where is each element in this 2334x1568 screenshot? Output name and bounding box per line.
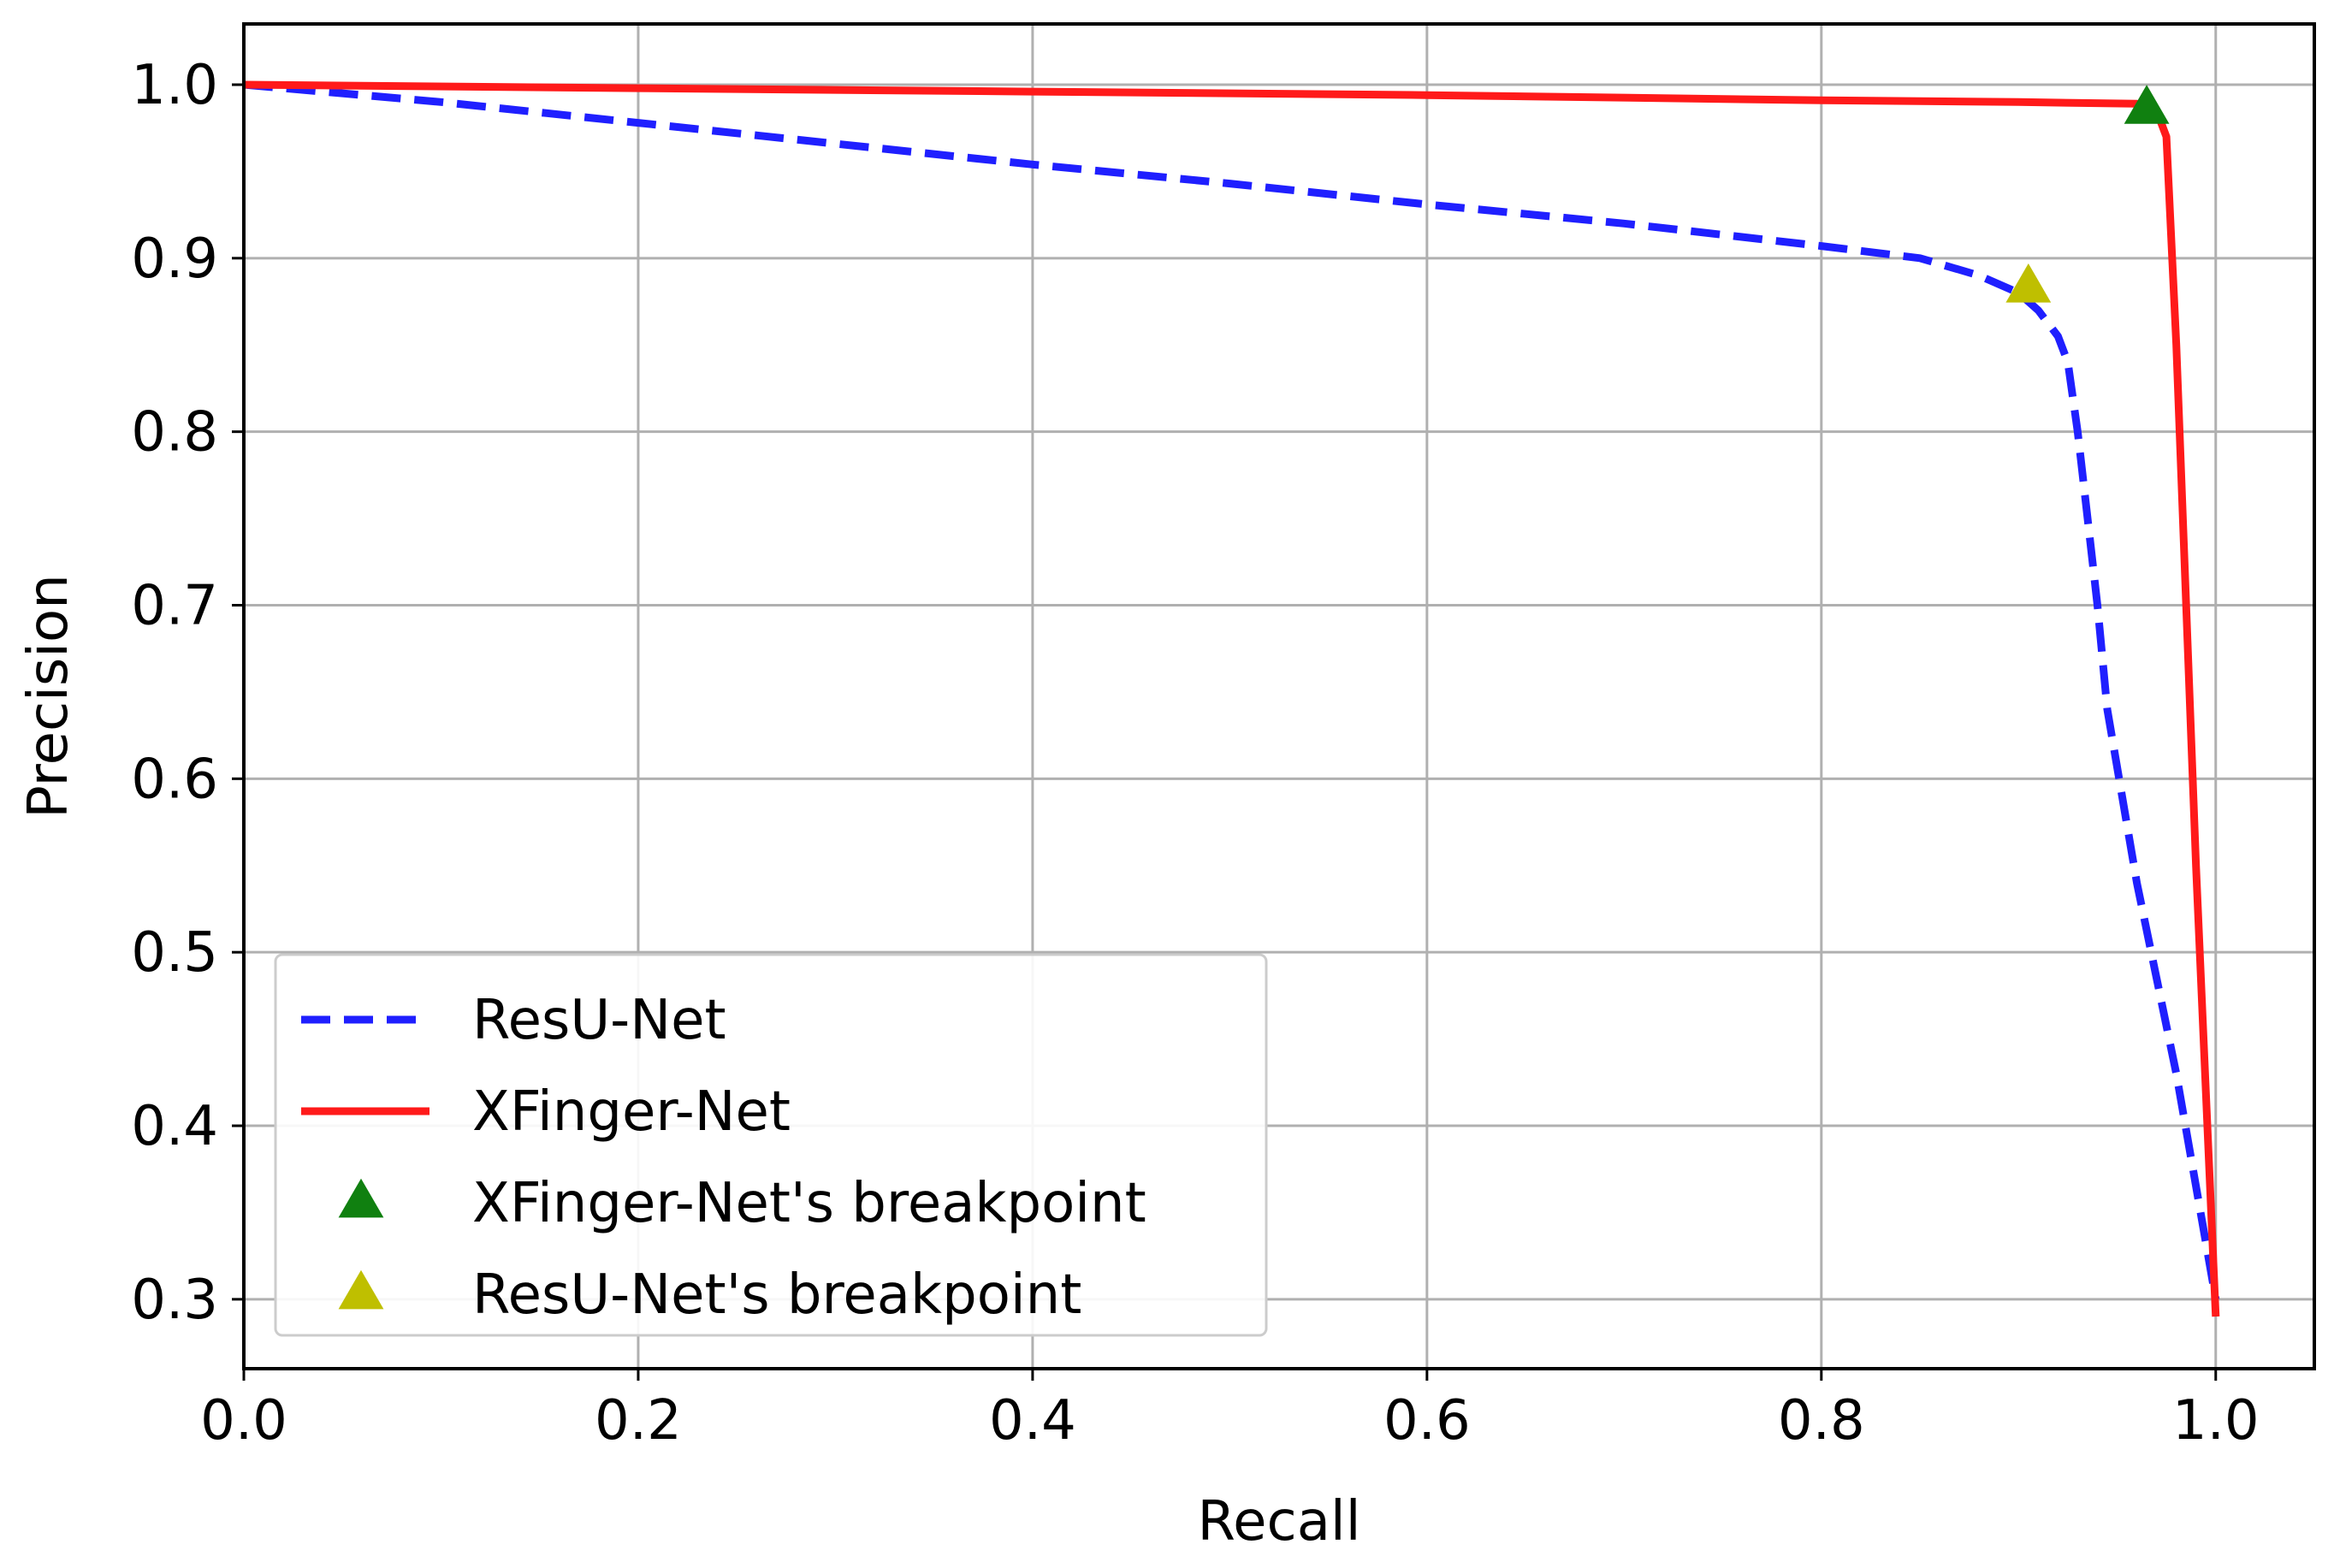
legend-label-resu-net-s-breakpoint: ResU-Net's breakpoint: [472, 1263, 1081, 1327]
y-axis-label: Precision: [17, 574, 80, 819]
grid-lines: [242, 24, 2314, 1369]
x-axis-label: Recall: [1198, 1490, 1361, 1553]
x-tick-label: 1.0: [2172, 1389, 2260, 1453]
y-axis-ticks: 0.3 0.4 0.5 0.6 0.7 0.8 0.9 1.0: [131, 54, 244, 1332]
legend-label-resu-net: ResU-Net: [472, 989, 726, 1052]
y-tick-label: 0.5: [131, 921, 218, 985]
plot-area-frame: [242, 22, 2316, 1370]
marker-resu-net-s-breakpoint: [2005, 263, 2052, 303]
x-tick-label: 0.8: [1778, 1389, 1865, 1453]
legend-label-xfinger-net: XFinger-Net: [472, 1080, 791, 1144]
x-tick-label: 0.2: [595, 1389, 682, 1453]
series-line-resu-net: [243, 80, 2220, 1300]
y-tick-label: 0.7: [131, 575, 218, 638]
data-series: [243, 80, 2220, 1317]
y-tick-label: 0.8: [131, 401, 218, 464]
y-tick-label: 0.3: [131, 1269, 218, 1332]
x-axis-ticks: 0.0 0.2 0.4 0.6 0.8 1.0: [200, 1369, 2260, 1453]
legend-box: [274, 953, 1268, 1337]
x-tick-label: 0.4: [989, 1389, 1076, 1453]
y-tick-label: 0.4: [131, 1095, 218, 1158]
x-tick-label: 0.6: [1383, 1389, 1471, 1453]
y-tick-label: 0.9: [131, 228, 218, 291]
x-tick-label: 0.0: [200, 1389, 287, 1453]
legend-swatch-resu-net-s-breakpoint: [338, 1269, 384, 1310]
legend-items: ResU-Net XFinger-Net XFinger-Net's breakpo…: [301, 989, 1146, 1327]
legend: ResU-Net XFinger-Net XFinger-Net's breakpo…: [274, 953, 1268, 1337]
y-tick-label: 0.6: [131, 748, 218, 811]
legend-swatch-xfinger-net-s-breakpoint: [338, 1178, 384, 1218]
y-tick-label: 1.0: [131, 54, 218, 117]
marker-xfinger-net-s-breakpoint: [2124, 85, 2170, 124]
legend-label-xfinger-net-s-breakpoint: XFinger-Net's breakpoint: [472, 1172, 1146, 1235]
